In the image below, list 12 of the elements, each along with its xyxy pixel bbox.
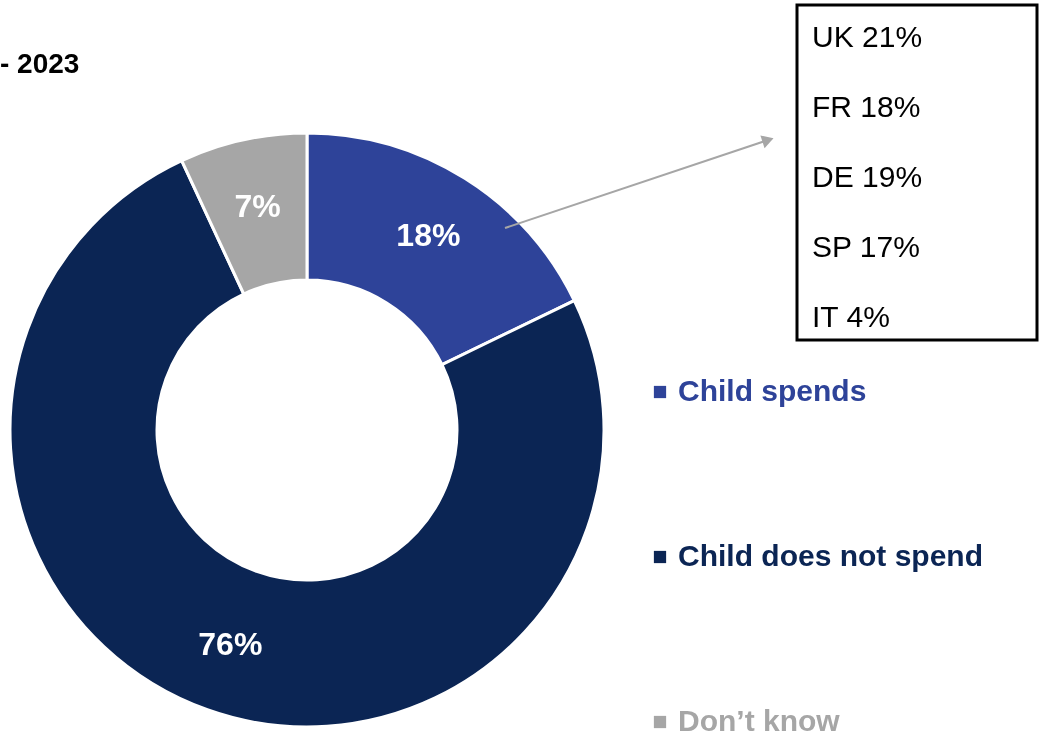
text: IT 4% [812,300,890,333]
data-label: 76% [198,626,263,663]
text: DE 19% [812,160,923,193]
text: UK 21% [812,20,923,53]
legend-label: Child does not spend [678,539,983,572]
legend-label: Don’t know [678,704,841,737]
text: SP 17% [812,230,920,263]
chart-title: - 2023 [0,48,80,79]
data-label: 7% [234,187,281,224]
data-label: 18% [396,217,461,254]
legend-label: Child spends [678,374,867,407]
text: FR 18% [812,90,921,123]
